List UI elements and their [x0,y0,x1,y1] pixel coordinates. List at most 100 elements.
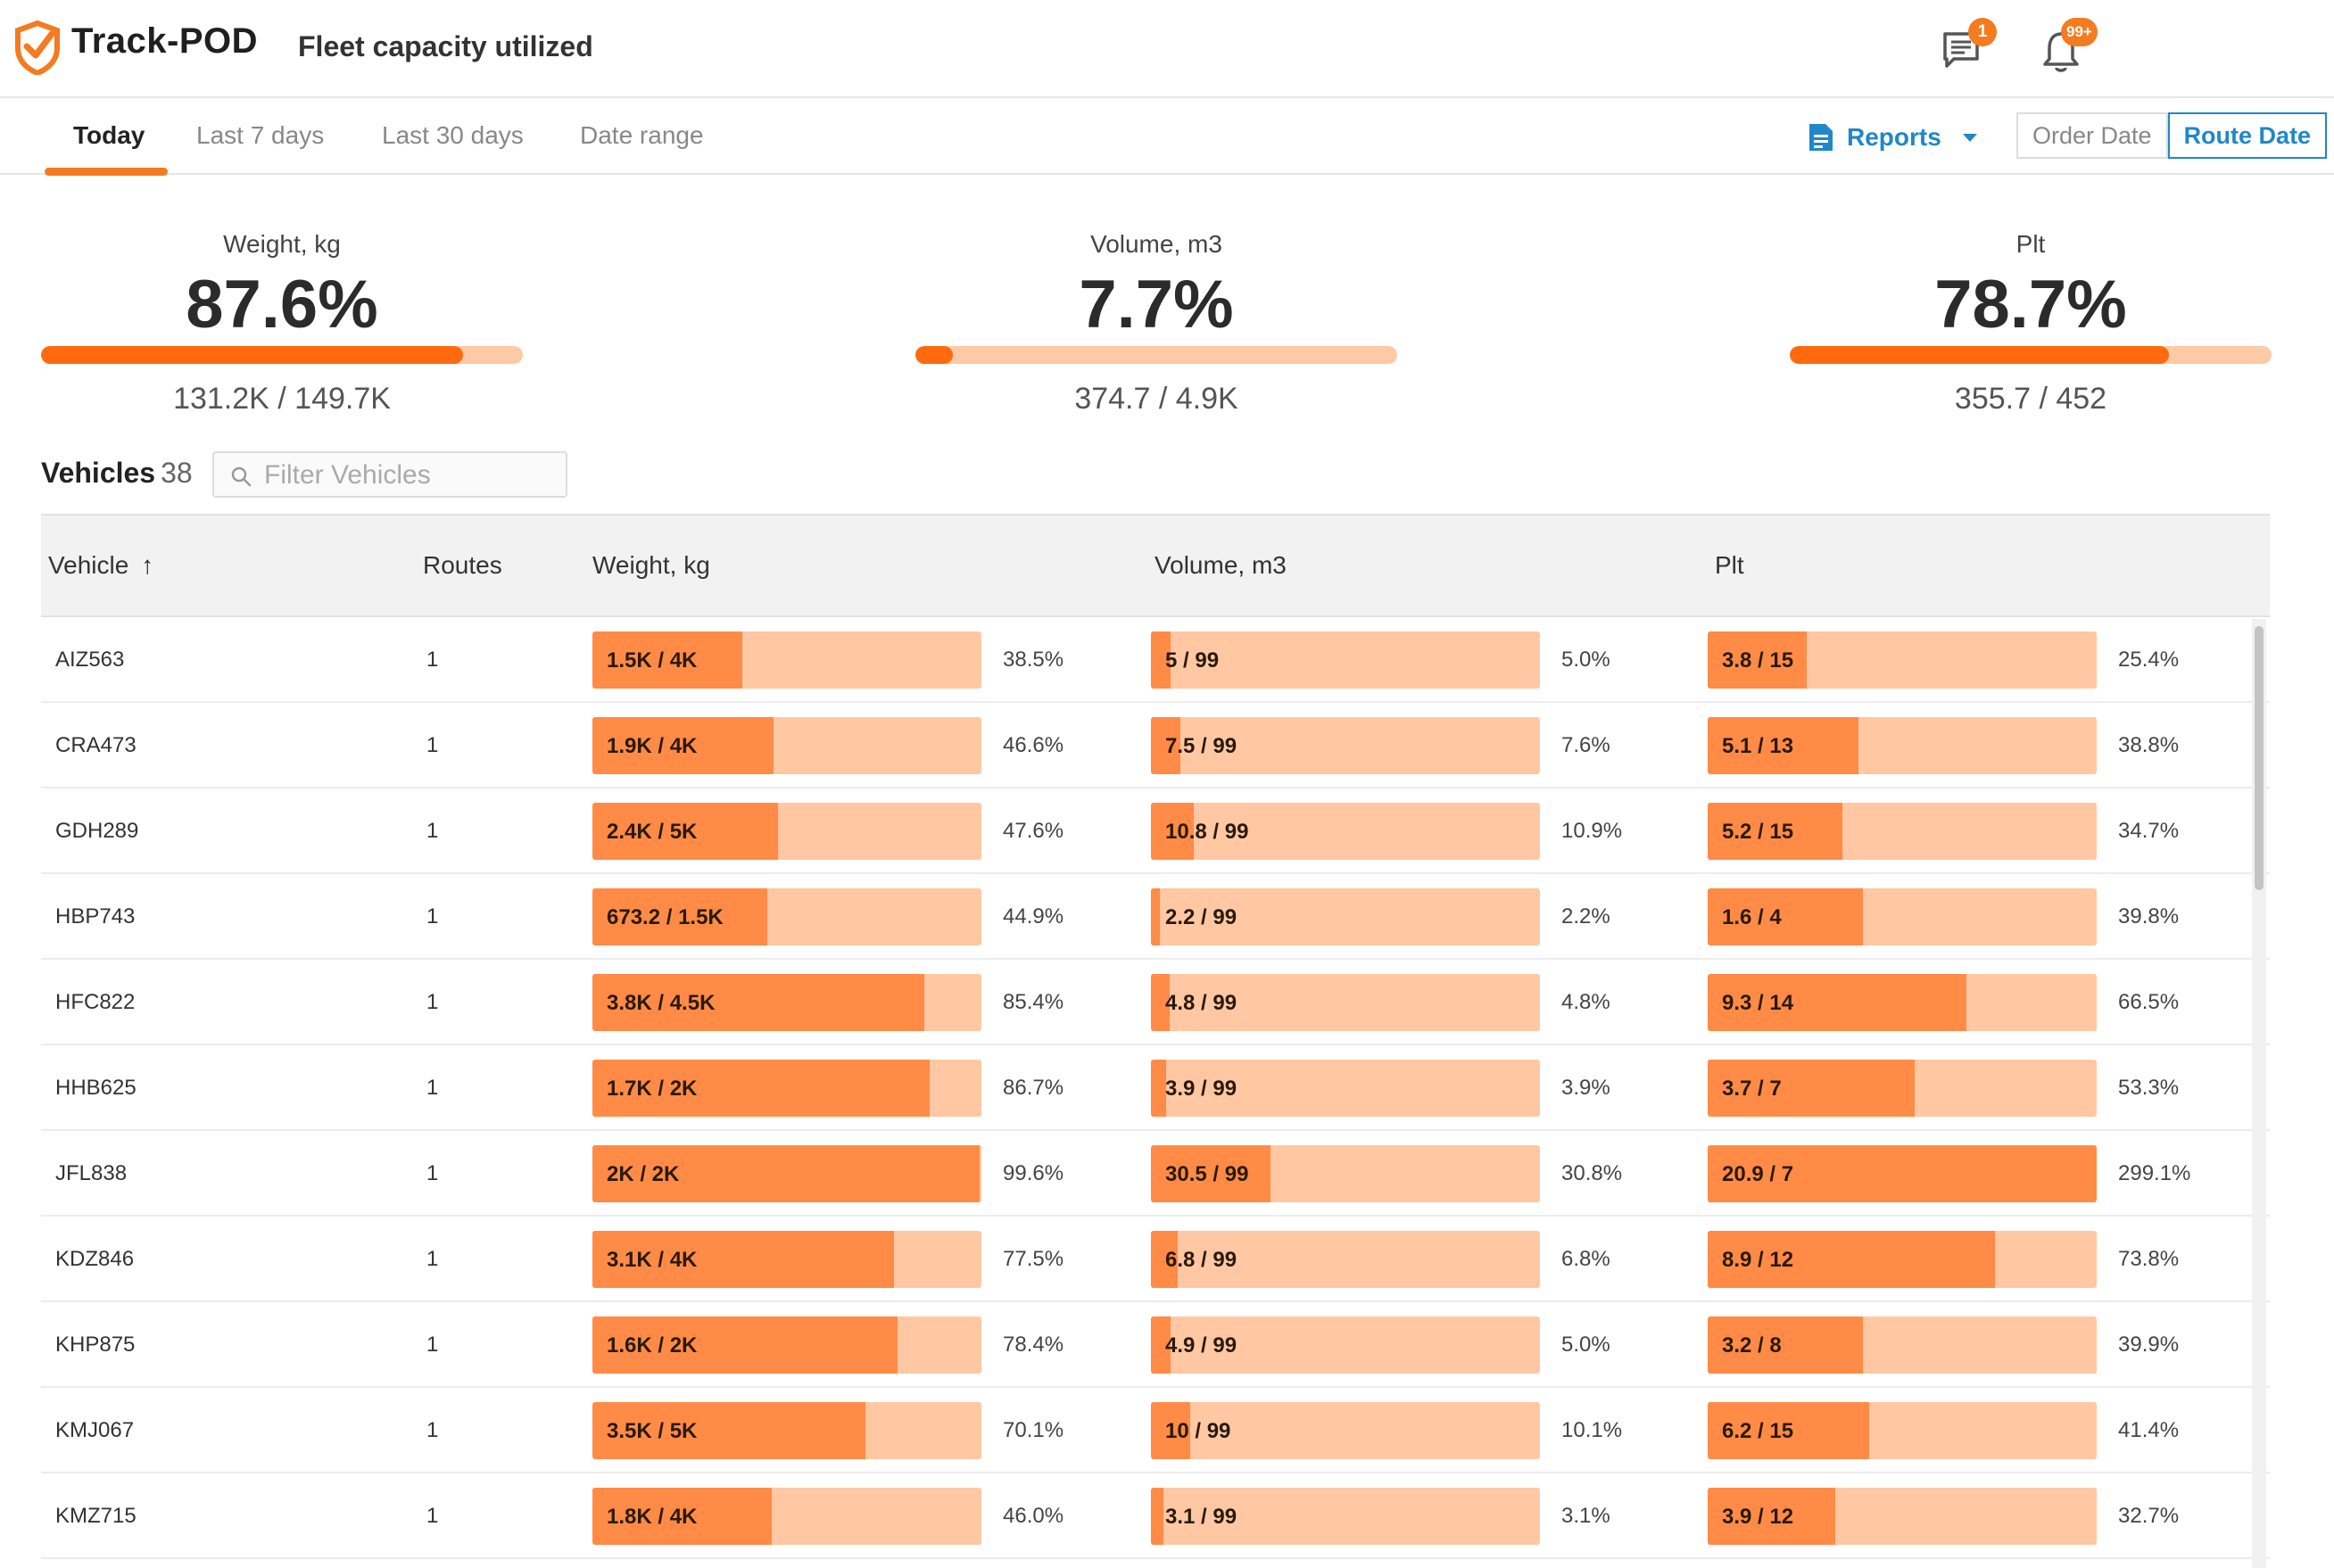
summary-percentage: 87.6% [186,267,378,342]
table-row[interactable]: JFL838 1 2K / 2K 99.6% 30.5 / 99 30.8% 20.9 / … [41,1131,2270,1217]
app-header: Track-POD Fleet capacity utilized 1 99+ [0,0,2334,98]
volume-capacity-fill [1151,1060,1166,1117]
column-header-weight[interactable]: Weight, kg [592,551,710,579]
plt-capacity-fill [1708,1145,2097,1202]
volume-percentage: 30.8% [1561,1161,1623,1185]
volume-capacity-fill [1151,1316,1171,1374]
weight-capacity-fill [592,888,767,945]
track-pod-logo-icon[interactable] [12,20,62,75]
brand-name[interactable]: Track-POD [71,21,259,61]
weight-capacity-fill [592,1488,772,1545]
weight-capacity-bar: 3.1K / 4K [592,1231,981,1288]
weight-capacity-value: 1.9K / 4K [607,734,698,758]
notifications-badge: 99+ [2061,18,2098,46]
sort-ascending-icon[interactable]: ↑ [141,551,154,579]
weight-capacity-value: 3.8K / 4.5K [607,991,716,1015]
weight-capacity-value: 673.2 / 1.5K [607,905,724,929]
vehicle-name: HHB625 [55,1076,137,1100]
summary-ratio: 131.2K / 149.7K [173,382,391,416]
order-date-option[interactable]: Order Date [2016,112,2168,159]
plt-percentage: 25.4% [2118,648,2180,672]
table-row[interactable]: GDH289 1 2.4K / 5K 47.6% 10.8 / 99 10.9% 5.2 /… [41,788,2270,874]
column-header-routes[interactable]: Routes [423,551,502,579]
weight-percentage: 85.4% [1003,990,1064,1014]
scrollbar-thumb[interactable] [2255,626,2264,890]
volume-capacity-bar: 4.8 / 99 [1151,974,1540,1031]
column-header-vehicle[interactable]: Vehicle ↑ [48,551,153,580]
plt-capacity-value: 6.2 / 15 [1722,1419,1794,1443]
table-scrollbar[interactable] [2252,619,2266,1568]
volume-capacity-value: 3.9 / 99 [1165,1077,1237,1101]
report-document-icon [1809,124,1833,151]
caret-down-icon [1962,133,1977,142]
volume-capacity-value: 7.5 / 99 [1165,734,1237,758]
vehicle-name: AIZ563 [55,648,125,672]
plt-percentage: 34.7% [2118,819,2180,843]
volume-capacity-fill [1151,1145,1271,1202]
table-row[interactable]: KMJ067 1 3.5K / 5K 70.1% 10 / 99 10.1% 6.2 / 1… [41,1388,2270,1473]
weight-capacity-fill [592,717,774,774]
summary-ratio: 355.7 / 452 [1954,382,2107,416]
volume-capacity-fill [1151,974,1170,1031]
filter-vehicles-box[interactable] [212,451,567,498]
filter-vehicles-input[interactable] [264,458,559,492]
weight-percentage: 78.4% [1003,1333,1064,1357]
summary-ratio: 374.7 / 4.9K [1074,382,1238,416]
plt-capacity-bar: 3.8 / 15 [1708,631,2097,689]
plt-capacity-value: 5.1 / 13 [1722,734,1794,758]
weight-capacity-value: 2.4K / 5K [607,820,698,844]
plt-capacity-bar: 8.9 / 12 [1708,1231,2097,1288]
plt-capacity-fill [1708,803,1843,860]
vehicle-name: KMJ067 [55,1418,135,1442]
weight-capacity-fill [592,1145,981,1202]
tab-today[interactable]: Today [73,121,145,149]
plt-percentage: 41.4% [2118,1418,2180,1442]
weight-percentage: 70.1% [1003,1418,1064,1442]
table-row[interactable]: AIZ563 1 1.5K / 4K 38.5% 5 / 99 5.0% 3.8 / 15 2… [41,617,2270,703]
tab-date-range[interactable]: Date range [580,121,704,149]
table-row[interactable]: KMZ715 1 1.8K / 4K 46.0% 3.1 / 99 3.1% 3.9 / 1… [41,1473,2270,1559]
table-row[interactable]: HHB625 1 1.7K / 2K 86.7% 3.9 / 99 3.9% 3.7 / 7… [41,1045,2270,1131]
plt-percentage: 32.7% [2118,1504,2180,1528]
table-row[interactable]: KHP875 1 1.6K / 2K 78.4% 4.9 / 99 5.0% 3.2 / 8… [41,1302,2270,1388]
table-row[interactable]: HBP743 1 673.2 / 1.5K 44.9% 2.2 / 99 2.2% 1.6 … [41,874,2270,960]
column-header-label: Vehicle [48,551,129,579]
plt-capacity-value: 3.9 / 12 [1722,1505,1794,1529]
volume-capacity-fill [1151,631,1171,689]
plt-capacity-value: 9.3 / 14 [1722,991,1794,1015]
tab-last-7-days[interactable]: Last 7 days [196,121,325,149]
volume-capacity-value: 4.8 / 99 [1165,991,1237,1015]
table-row[interactable]: HFC822 1 3.8K / 4.5K 85.4% 4.8 / 99 4.8% 9.3 /… [41,960,2270,1045]
table-row[interactable]: CRA473 1 1.9K / 4K 46.6% 7.5 / 99 7.6% 5.1 / 1… [41,703,2270,788]
plt-capacity-value: 3.8 / 15 [1722,648,1794,673]
column-header-volume[interactable]: Volume, m3 [1155,551,1287,579]
summary-percentage: 7.7% [1079,267,1234,342]
summary-label: Volume, m3 [1090,230,1222,258]
plt-capacity-value: 1.6 / 4 [1722,905,1782,929]
table-row[interactable]: KDZ846 1 3.1K / 4K 77.5% 6.8 / 99 6.8% 8.9 / 1… [41,1217,2270,1302]
plt-capacity-value: 5.2 / 15 [1722,820,1794,844]
weight-capacity-value: 1.6K / 2K [607,1333,698,1358]
volume-capacity-bar: 3.9 / 99 [1151,1060,1540,1117]
weight-capacity-bar: 2K / 2K [592,1145,981,1202]
tab-last-30-days[interactable]: Last 30 days [382,121,524,149]
period-tabs: Today Last 7 days Last 30 days Date rang… [0,100,2334,176]
plt-capacity-fill [1708,631,1807,689]
weight-capacity-fill [592,803,778,860]
plt-percentage: 66.5% [2118,990,2180,1014]
weight-percentage: 38.5% [1003,648,1064,672]
notifications-button[interactable]: 99+ [2040,18,2098,73]
vehicle-name: KMZ715 [55,1504,137,1528]
reports-dropdown[interactable]: Reports [1808,120,1977,155]
plt-capacity-bar: 3.9 / 12 [1708,1488,2097,1545]
volume-capacity-fill [1151,888,1160,945]
volume-capacity-value: 6.8 / 99 [1165,1248,1237,1272]
plt-capacity-fill [1708,717,1859,774]
column-header-plt[interactable]: Plt [1715,551,1744,579]
reports-label: Reports [1847,123,1941,151]
messages-button[interactable]: 1 [1938,18,1997,73]
vehicle-name: JFL838 [55,1161,128,1185]
route-date-option[interactable]: Route Date [2167,112,2328,159]
volume-percentage: 5.0% [1561,1333,1610,1357]
weight-capacity-bar: 673.2 / 1.5K [592,888,981,945]
